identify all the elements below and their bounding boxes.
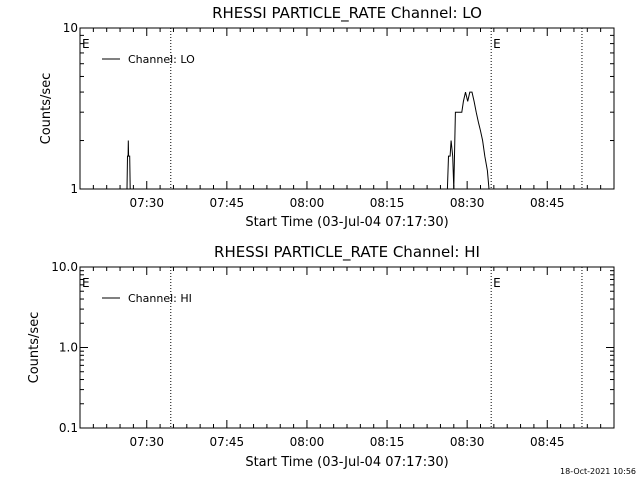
y-tick-label: 1.0	[59, 341, 78, 355]
x-axis-label: Start Time (03-Jul-04 07:17:30)	[245, 455, 448, 470]
x-tick-label: 07:45	[210, 196, 245, 210]
y-tick-label: 10	[63, 21, 78, 35]
x-tick-label: 08:15	[370, 435, 405, 449]
y-tick-label: 0.1	[59, 421, 78, 435]
x-tick-label: 07:45	[210, 435, 245, 449]
x-tick-label: 08:15	[370, 196, 405, 210]
event-marker-label: E	[82, 276, 90, 290]
x-tick-label: 08:45	[530, 435, 565, 449]
x-tick-label: 08:30	[450, 435, 485, 449]
chart-title: RHESSI PARTICLE_RATE Channel: LO	[212, 4, 482, 23]
event-marker-label: E	[493, 276, 501, 290]
x-tick-label: 08:30	[450, 196, 485, 210]
x-tick-label: 08:00	[290, 435, 325, 449]
y-axis-label: Counts/sec	[27, 312, 42, 384]
event-marker-label: E	[493, 37, 501, 51]
x-tick-label: 07:30	[129, 196, 164, 210]
y-axis-label: Counts/sec	[39, 73, 54, 145]
chart-title: RHESSI PARTICLE_RATE Channel: HI	[214, 243, 480, 262]
data-series-line	[126, 91, 490, 190]
y-tick-label: 10.0	[51, 260, 78, 274]
x-tick-label: 08:45	[530, 196, 565, 210]
x-tick-label: 08:00	[290, 196, 325, 210]
timestamp: 18-Oct-2021 10:56	[560, 467, 636, 476]
event-marker-label: E	[82, 37, 90, 51]
legend-entry: Channel: HI	[128, 292, 192, 305]
x-tick-label: 07:30	[129, 435, 164, 449]
y-tick-label: 1	[70, 182, 78, 196]
x-axis-label: Start Time (03-Jul-04 07:17:30)	[245, 215, 448, 230]
legend-entry: Channel: LO	[128, 53, 195, 66]
lo-channel-panel: RHESSI PARTICLE_RATE Channel: LO Counts/s…	[39, 4, 615, 230]
hi-channel-panel: RHESSI PARTICLE_RATE Channel: HI Counts/s…	[27, 243, 615, 470]
